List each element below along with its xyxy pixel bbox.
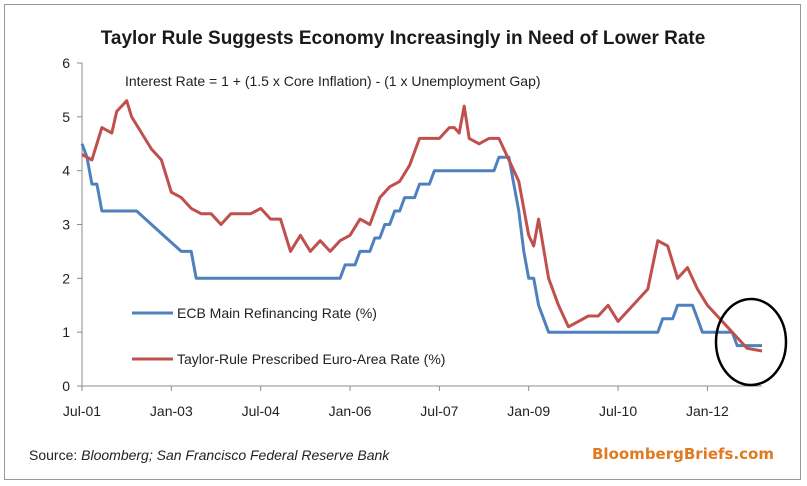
x-tick-label: Jan-12 [686,403,729,419]
source-note: Source: Bloomberg; San Francisco Federal… [29,447,389,463]
y-tick-label: 1 [62,324,70,340]
y-tick-label: 0 [62,378,70,394]
y-tick-label: 5 [62,109,70,125]
x-tick-label: Jul-04 [242,403,280,419]
series-layer [80,99,763,353]
x-tick-label: Jul-07 [420,403,458,419]
y-tick-label: 3 [62,217,70,233]
source-detail: Bloomberg; San Francisco Federal Reserve… [81,447,390,463]
highlight-ellipse [714,297,788,387]
x-tick-label: Jan-06 [329,403,372,419]
y-tick-label: 6 [62,55,70,71]
legend: ECB Main Refinancing Rate (%) Taylor-Rule… [132,305,445,367]
formula-annotation: Interest Rate = 1 + (1.5 x Core Inflatio… [125,73,541,89]
chart-frame: Taylor Rule Suggests Economy Increasingl… [4,4,801,480]
y-axis-ticks: 0 1 2 3 4 5 6 [62,55,82,394]
x-tick-label: Jan-09 [507,403,550,419]
brand-logo[interactable]: BloombergBriefs.com [592,445,774,463]
x-tick-label: Jul-10 [599,403,637,419]
chart-title: Taylor Rule Suggests Economy Increasingl… [101,28,706,49]
x-axis-ticks: Jul-01 Jan-03 Jul-04 Jan-06 Jul-07 Jan-09 Jul-… [63,386,729,419]
chart: Taylor Rule Suggests Economy Increasingl… [62,28,788,419]
ecb-rate-line [80,143,762,348]
y-tick-label: 2 [62,270,70,286]
y-tick-label: 4 [62,163,70,179]
source-label: Source: [29,447,82,463]
legend-label: ECB Main Refinancing Rate (%) [177,305,377,321]
axes [81,63,762,387]
x-tick-label: Jan-03 [150,403,193,419]
x-tick-label: Jul-01 [63,403,101,419]
taylor-rule-line [81,99,763,353]
legend-label: Taylor-Rule Prescribed Euro-Area Rate (%… [177,351,445,367]
